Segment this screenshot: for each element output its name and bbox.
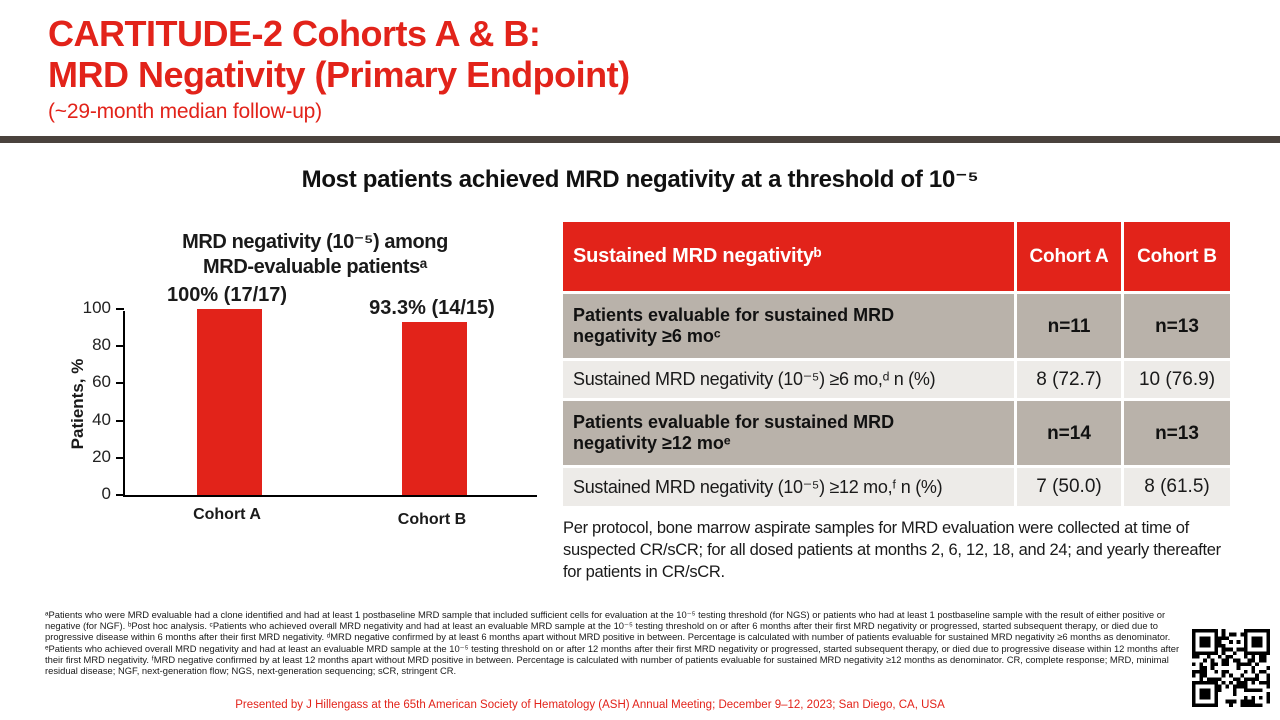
table-cell-cohort-a: 8 (72.7) — [1017, 361, 1121, 398]
bar-cohort-b — [402, 321, 467, 495]
bar-value-label-cohort-a: 100% (17/17) — [166, 284, 288, 306]
title-block: CARTITUDE-2 Cohorts A & B: MRD Negativit… — [48, 13, 630, 124]
key-message-headline: Most patients achieved MRD negativity at… — [301, 166, 979, 193]
table-cell-cohort-b: 10 (76.9) — [1124, 361, 1230, 398]
presenter-credit: Presented by J Hillengass at the 65th Am… — [235, 699, 945, 711]
table-cell-cohort-b: n=13 — [1124, 401, 1230, 465]
qr-code-svg — [1192, 629, 1270, 707]
bar-cohort-a — [197, 309, 262, 495]
y-tick-label: 100 — [82, 298, 111, 317]
protocol-note: Per protocol, bone marrow aspirate sampl… — [563, 519, 1221, 581]
table-cell-cohort-b: 8 (61.5) — [1124, 468, 1230, 506]
table-row-label: Sustained MRD negativity (10⁻⁵) ≥6 mo,ᵈ … — [563, 361, 1014, 398]
table-header-cohort-a: Cohort A — [1017, 222, 1121, 291]
x-category-label-cohort-b: Cohort B — [397, 511, 467, 528]
table-header-cohort-b: Cohort B — [1124, 222, 1230, 291]
table-row-label: Sustained MRD negativity (10⁻⁵) ≥12 mo,ᶠ… — [563, 468, 1014, 506]
y-tick-label: 20 — [92, 446, 111, 466]
x-category-label-cohort-a: Cohort A — [193, 506, 261, 523]
y-tick-label: 40 — [92, 409, 111, 429]
chart-title: MRD negativity (10⁻⁵) among MRD-evaluabl… — [140, 230, 490, 280]
table-cell-cohort-a: n=11 — [1017, 294, 1121, 358]
chart-title-line2: MRD-evaluable patientsᵃ — [203, 256, 427, 278]
y-tick — [116, 456, 124, 459]
y-tick-label: 0 — [101, 484, 111, 503]
table-cell-cohort-b: n=13 — [1124, 294, 1230, 358]
chart-title-line1: MRD negativity (10⁻⁵) among — [182, 231, 448, 253]
page-title-line2: MRD Negativity (Primary Endpoint) — [48, 54, 630, 95]
y-tick — [116, 419, 124, 422]
table-row-label: Patients evaluable for sustained MRD neg… — [563, 401, 1014, 465]
bar-value-label-cohort-b: 93.3% (14/15) — [369, 297, 495, 319]
y-tick — [116, 308, 124, 310]
y-tick-label: 80 — [92, 335, 111, 355]
y-tick — [116, 494, 124, 496]
y-tick — [116, 382, 124, 385]
sustained-mrd-table: Sustained MRD negativityᵇ Cohort A Cohor… — [563, 222, 1232, 506]
page-subtitle: (~29-month median follow-up) — [48, 100, 322, 123]
table-row-label-text: Patients evaluable for sustained MRD neg… — [573, 305, 895, 346]
y-tick — [116, 345, 124, 348]
qr-code-icon — [1192, 629, 1270, 707]
table-row-label-text: Patients evaluable for sustained MRD neg… — [573, 412, 895, 453]
page-title-line1: CARTITUDE-2 Cohorts A & B: — [48, 13, 541, 54]
table-header-label: Sustained MRD negativityᵇ — [563, 222, 1014, 291]
header-divider — [0, 136, 1280, 143]
bar-chart-plot-area: 0 20 40 60 80 100 — [83, 298, 537, 503]
footnotes: ᵃPatients who were MRD evaluable had a c… — [45, 609, 1180, 677]
table-row-label: Patients evaluable for sustained MRD neg… — [563, 294, 1014, 358]
table-cell-cohort-a: n=14 — [1017, 401, 1121, 465]
y-tick-label: 60 — [92, 372, 111, 392]
table-cell-cohort-a: 7 (50.0) — [1017, 468, 1121, 506]
